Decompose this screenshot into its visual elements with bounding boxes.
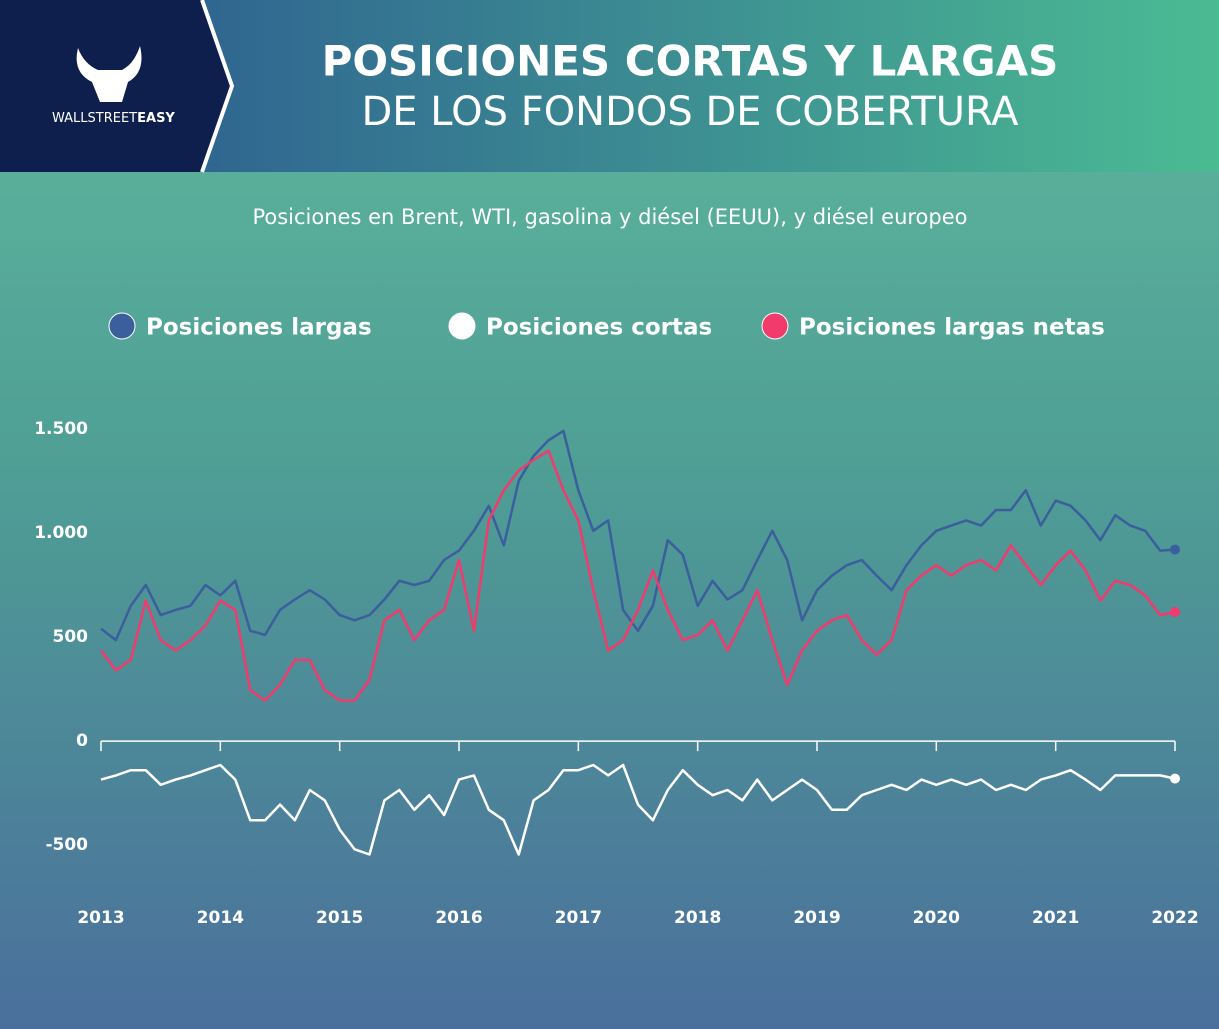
logo-divider [200, 0, 235, 173]
y-tick-label: -500 [45, 835, 88, 855]
x-tick-label: 2016 [435, 908, 482, 928]
end-marker [1170, 607, 1180, 618]
legend-marker [448, 312, 476, 340]
x-tick-label: 2013 [77, 908, 124, 928]
legend-marker [108, 312, 136, 340]
x-tick-label: 2019 [793, 908, 840, 928]
chart-title-line2: DE LOS FONDOS DE COBERTURA [361, 89, 1019, 135]
legend-label: Posiciones largas [146, 315, 372, 341]
series-line [100, 763, 1176, 856]
logo-text: WALLSTREETEASY [52, 111, 175, 126]
chart-subtitle: Posiciones en Brent, WTI, gasolina y dié… [252, 205, 967, 229]
legend: Posiciones largas Posiciones cortas Posici… [108, 312, 1105, 341]
series-line [100, 429, 1176, 642]
end-marker [1170, 773, 1180, 784]
x-tick-label: 2021 [1032, 908, 1079, 928]
x-tick-label: 2018 [674, 908, 721, 928]
end-marker [1170, 544, 1180, 555]
logo-text-bold: EASY [137, 111, 175, 126]
legend-label: Posiciones cortas [486, 315, 712, 341]
series-line [100, 449, 1176, 702]
legend-marker [761, 312, 789, 340]
y-tick-label: 500 [53, 627, 89, 647]
x-tick-label: 2017 [555, 908, 602, 928]
y-tick-label: 0 [76, 731, 88, 751]
logo-icon [76, 46, 142, 102]
legend-label: Posiciones largas netas [799, 315, 1105, 341]
x-tick-label: 2014 [197, 908, 244, 928]
x-tick-label: 2022 [1151, 908, 1198, 928]
y-tick-label: 1.000 [34, 523, 88, 543]
logo-text-light: WALLSTREET [52, 111, 137, 126]
plot: -500 0 500 1.000 1.500 2013 2014 2015 2016 2017 20… [34, 419, 1198, 928]
x-tick-label: 2015 [316, 908, 363, 928]
chart-title: POSICIONES CORTAS Y LARGAS [322, 37, 1059, 86]
x-tick-label: 2020 [913, 908, 960, 928]
y-tick-label: 1.500 [34, 419, 88, 439]
